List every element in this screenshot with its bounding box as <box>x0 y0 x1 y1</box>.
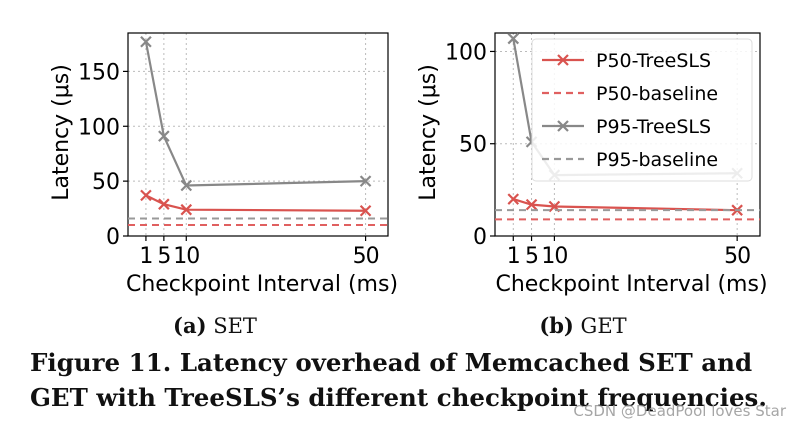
y-tick-label: 50 <box>459 133 487 158</box>
data-point-p95-treesls <box>507 32 520 45</box>
x-tick-label: 50 <box>724 244 750 269</box>
watermark: CSDN @DeadPool loves Star <box>573 402 786 420</box>
chart-panel-2: 0 50 100 1 5 10 50 Checkpoint Interval (ms) Late… <box>416 32 768 338</box>
series-line-p50-treesls <box>145 194 366 212</box>
legend-label: P95-baseline <box>596 149 718 171</box>
panel-caption: (b) GET <box>539 313 626 338</box>
chart-panel-1: 0 50 100 150 1 5 10 50 Checkpoint Interval (ms) L… <box>49 32 398 338</box>
x-axis-label: Checkpoint Interval (ms) <box>495 272 767 297</box>
data-point-p50-treesls <box>507 193 520 205</box>
y-tick-label: 150 <box>78 60 120 85</box>
x-tick-label: 10 <box>173 244 199 269</box>
y-tick-label: 0 <box>106 225 120 250</box>
data-point-p50-treesls <box>525 198 538 211</box>
x-tick-label: 1 <box>507 244 520 269</box>
series-line-p50-treesls <box>512 198 738 212</box>
x-tick-label: 5 <box>525 244 538 269</box>
y-tick-label: 100 <box>445 40 487 65</box>
x-axis-label: Checkpoint Interval (ms) <box>126 272 398 297</box>
x-tick-label: 50 <box>353 244 379 269</box>
y-axis-label: Latency (μs) <box>416 64 441 201</box>
y-tick-label: 100 <box>78 115 120 140</box>
data-point-p95-treesls <box>140 36 152 48</box>
legend-label: P50-baseline <box>596 83 718 105</box>
series-line-p95-treesls <box>144 41 366 187</box>
panel-caption-label: (b) <box>539 313 574 338</box>
data-point-p95-treesls <box>180 179 193 192</box>
plot-area-frame <box>127 32 389 237</box>
y-axis-label: Latency (μs) <box>49 64 74 201</box>
legend-marker <box>557 120 569 132</box>
legend-label: P95-TreeSLS <box>596 116 711 138</box>
x-tick-label: 1 <box>139 244 152 269</box>
data-point-p50-treesls <box>158 198 170 210</box>
data-point-p95-treesls <box>359 175 372 187</box>
panel-caption-title: SET <box>207 314 257 338</box>
y-tick-label: 50 <box>92 170 120 195</box>
panel-caption-label: (a) <box>173 313 206 338</box>
data-point-p50-treesls <box>180 203 193 216</box>
legend-box <box>531 38 753 182</box>
data-point-p95-treesls <box>158 130 170 142</box>
legend-marker <box>557 54 569 66</box>
panel-caption-title: GET <box>574 314 627 338</box>
x-tick-label: 10 <box>541 244 567 269</box>
figure-caption-line-1: Figure 11. Latency overhead of Memcached… <box>30 348 753 377</box>
legend-label: P50-TreeSLS <box>596 50 711 72</box>
y-tick-label: 0 <box>473 225 487 250</box>
plot-area-frame <box>494 32 761 237</box>
data-point-p50-treesls <box>359 204 372 217</box>
figure-caption-line-2: GET with TreeSLS’s different checkpoint … <box>30 383 767 412</box>
data-point-p50-treesls <box>140 189 152 202</box>
panel-caption: (a) SET <box>173 313 257 338</box>
legend: P50-TreeSLS P50-baseline P95-TreeSLS P95-ba… <box>531 38 753 182</box>
x-tick-label: 5 <box>157 244 170 269</box>
